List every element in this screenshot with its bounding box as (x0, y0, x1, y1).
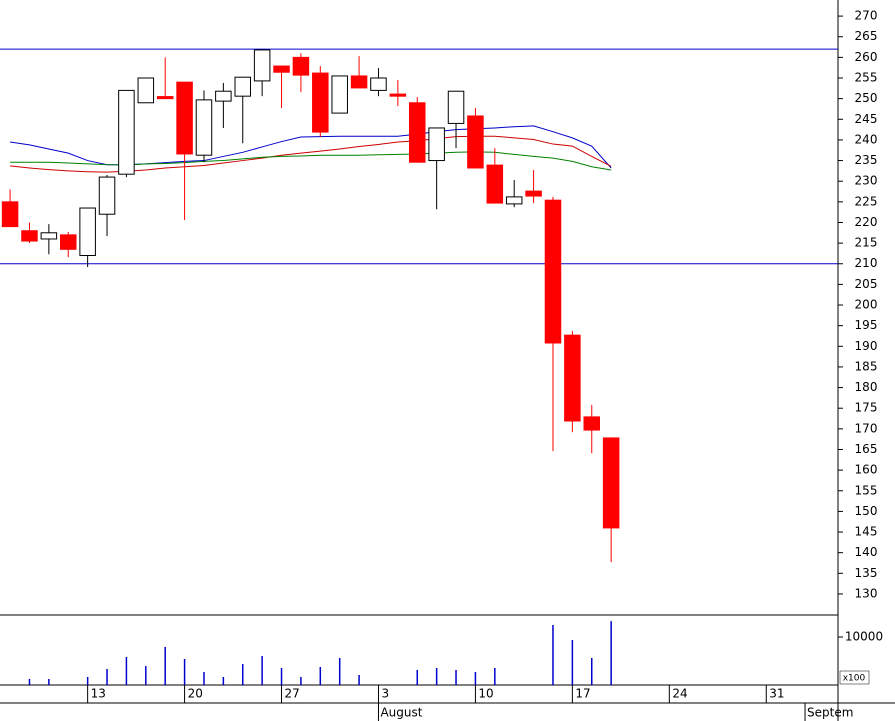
x-tick-label: 17 (575, 687, 590, 701)
candle-body (331, 75, 348, 114)
month-label: August (380, 706, 422, 720)
candle-body (79, 207, 96, 256)
candle-body (467, 115, 484, 169)
candle-body (253, 49, 271, 82)
x-tick-label: 10 (478, 687, 493, 701)
y-tick-label: 215 (855, 236, 878, 250)
candle-body (292, 56, 310, 76)
y-tick-label: 200 (855, 298, 878, 312)
candle-body (234, 76, 252, 97)
candle-body (1, 201, 19, 228)
y-tick-label: 175 (855, 401, 878, 415)
candle-body (583, 416, 601, 431)
candle-body (544, 199, 562, 344)
unit-box (839, 670, 870, 685)
candle-body (312, 72, 329, 133)
y-tick-label: 190 (855, 339, 878, 353)
y-tick-label: 230 (855, 174, 878, 188)
y-tick-label: 155 (855, 483, 878, 497)
y-tick-label: 250 (855, 91, 878, 105)
month-label: Septem (807, 706, 853, 720)
y-tick-label: 160 (855, 463, 878, 477)
y-tick-label: 255 (855, 71, 878, 85)
y-tick-label: 205 (855, 277, 878, 291)
x-tick-label: 27 (285, 687, 300, 701)
y-tick-label: 130 (855, 586, 878, 600)
x-tick-label: 3 (381, 687, 389, 701)
candle-body (118, 89, 135, 175)
x-tick-label: 20 (188, 687, 203, 701)
candle-body (350, 75, 368, 89)
candle-body (408, 102, 426, 163)
candle-body (428, 127, 445, 162)
volume-tick-label: 10000 (845, 629, 883, 643)
y-tick-label: 265 (855, 29, 878, 43)
volume-unit: x100 (843, 674, 866, 684)
candle-body (370, 77, 387, 91)
y-tick-label: 210 (855, 256, 878, 270)
candle-body (447, 90, 465, 124)
moving-average (10, 151, 612, 171)
y-tick-label: 140 (855, 545, 878, 559)
candle-body (21, 230, 38, 242)
x-tick-label: 24 (672, 687, 687, 701)
y-tick-label: 170 (855, 421, 878, 435)
candle-body (40, 232, 58, 240)
y-tick-label: 245 (855, 112, 878, 126)
y-tick-label: 225 (855, 194, 878, 208)
candle-body (215, 90, 232, 102)
y-tick-label: 270 (855, 9, 878, 23)
moving-average (10, 125, 612, 169)
y-tick-label: 165 (855, 442, 878, 456)
y-tick-label: 185 (855, 359, 878, 373)
candle-body (505, 196, 523, 205)
candle-body (389, 93, 407, 97)
candle-body (525, 190, 542, 197)
candle-body (273, 65, 290, 73)
candle-body (176, 81, 193, 155)
y-tick-label: 240 (855, 132, 878, 146)
y-tick-label: 235 (855, 153, 878, 167)
y-tick-label: 220 (855, 215, 878, 229)
x-tick-label: 31 (769, 687, 784, 701)
moving-average (10, 135, 612, 173)
candle-body (59, 234, 77, 250)
y-tick-label: 260 (855, 50, 878, 64)
y-tick-label: 135 (855, 566, 878, 580)
candle-body (156, 96, 174, 100)
candle-body (98, 176, 116, 215)
candle-body (195, 99, 213, 156)
y-tick-label: 180 (855, 380, 878, 394)
candle-body (137, 77, 155, 104)
y-tick-label: 145 (855, 525, 878, 539)
y-tick-label: 150 (855, 504, 878, 518)
candle-body (564, 334, 581, 422)
candle-body (602, 437, 620, 529)
y-tick-label: 195 (855, 318, 878, 332)
candle-body (486, 164, 504, 204)
x-tick-label: 13 (91, 687, 106, 701)
